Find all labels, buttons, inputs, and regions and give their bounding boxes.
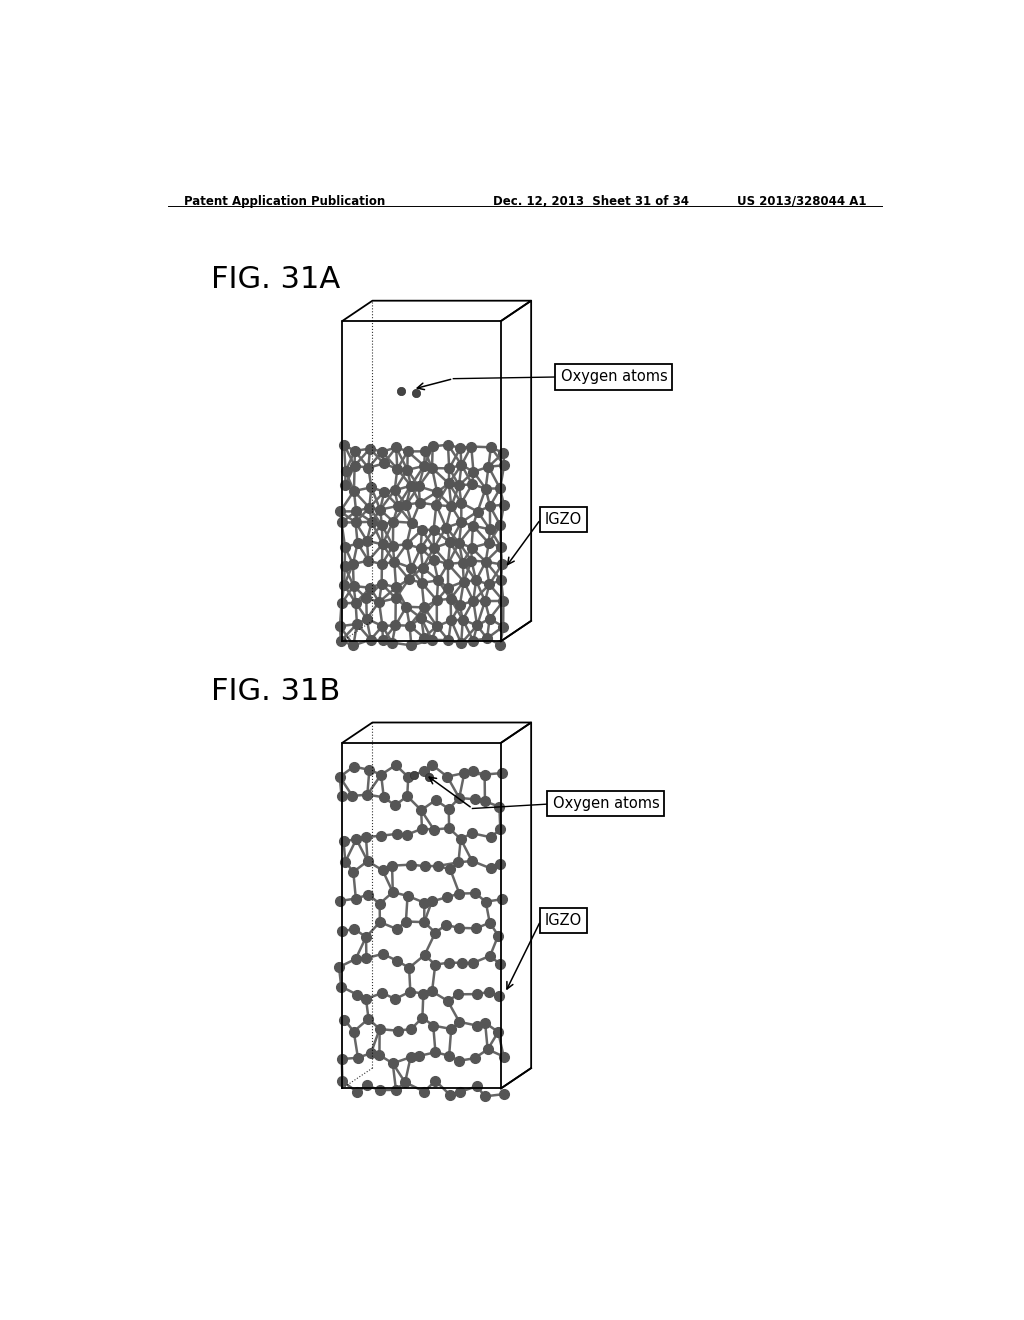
Text: US 2013/328044 A1: US 2013/328044 A1 — [736, 195, 866, 209]
Text: FIG. 31A: FIG. 31A — [211, 265, 341, 294]
Text: Oxygen atoms: Oxygen atoms — [560, 370, 668, 384]
Text: Oxygen atoms: Oxygen atoms — [553, 796, 659, 812]
Text: Patent Application Publication: Patent Application Publication — [183, 195, 385, 209]
Text: IGZO: IGZO — [545, 512, 582, 527]
Text: IGZO: IGZO — [545, 913, 582, 928]
Text: FIG. 31B: FIG. 31B — [211, 677, 341, 706]
Text: Dec. 12, 2013  Sheet 31 of 34: Dec. 12, 2013 Sheet 31 of 34 — [494, 195, 689, 209]
